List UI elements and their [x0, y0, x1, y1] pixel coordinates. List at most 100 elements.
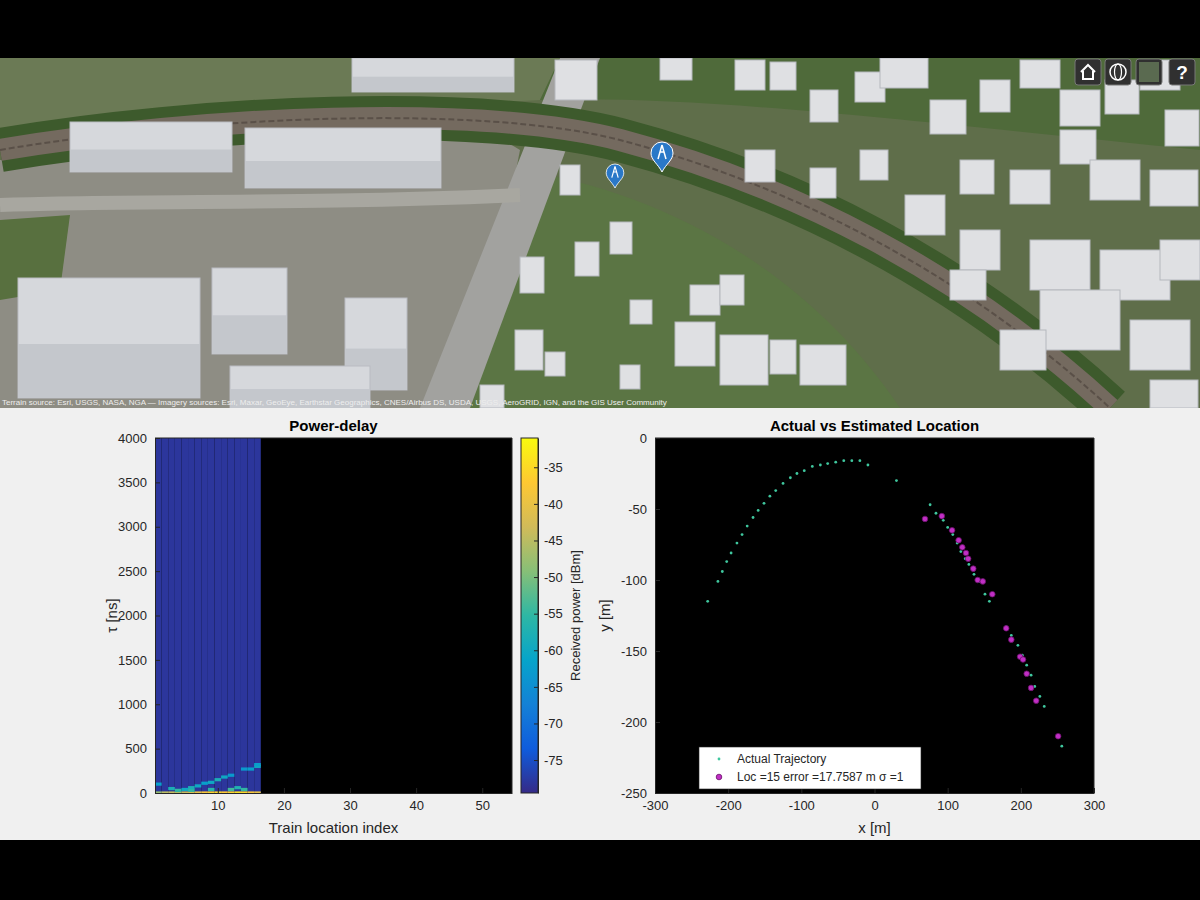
- heat-cell: [181, 791, 188, 793]
- house: [610, 222, 632, 254]
- tick-label: 20: [277, 798, 291, 813]
- basemap-icon: [1139, 62, 1159, 82]
- tick: 4000: [118, 431, 160, 446]
- floor-column: [181, 438, 188, 793]
- chart-title: Power-delay: [289, 417, 378, 434]
- point: [850, 459, 853, 462]
- house: [960, 160, 994, 194]
- tick-label: -35: [544, 460, 563, 475]
- house: [515, 330, 543, 370]
- legend-marker: [718, 758, 721, 761]
- tick: 2500: [118, 564, 160, 579]
- site-icon: [612, 166, 618, 177]
- tick-label: 2000: [118, 608, 147, 623]
- floor-column: [215, 438, 222, 793]
- house: [735, 60, 765, 90]
- point: [965, 556, 971, 562]
- house: [630, 300, 652, 324]
- tick-label: -60: [544, 643, 563, 658]
- point: [960, 545, 966, 551]
- y-axis: -250-200-150-100-500: [621, 431, 660, 801]
- house: [810, 90, 838, 122]
- building-side: [352, 77, 514, 92]
- house: [810, 168, 836, 198]
- map-button[interactable]: [1136, 59, 1162, 85]
- floor-column: [254, 438, 261, 793]
- site-icon: [658, 145, 666, 159]
- y-axis-title: y [m]: [596, 599, 613, 632]
- house: [980, 80, 1010, 112]
- point: [782, 482, 785, 485]
- map-button[interactable]: [1105, 59, 1131, 85]
- site-marker: [606, 164, 624, 188]
- building: [212, 268, 287, 354]
- tick-label: 100: [937, 798, 959, 813]
- tick-label: -40: [544, 497, 563, 512]
- x-axis: -300-200-1000100200300: [642, 788, 1105, 813]
- house: [720, 275, 744, 305]
- heat-cell: [234, 786, 241, 789]
- point: [1043, 705, 1046, 708]
- tick-mark: [155, 616, 160, 617]
- tick-label: 40: [409, 798, 423, 813]
- site-marker: [651, 142, 673, 172]
- heat-cell: [201, 782, 208, 785]
- tick: 0: [140, 786, 160, 801]
- tick-mark: [534, 504, 538, 505]
- tick-label: -250: [621, 786, 647, 801]
- house: [545, 352, 565, 376]
- building: [18, 278, 200, 398]
- help-label[interactable]: ?: [1176, 62, 1188, 83]
- tick-mark: [482, 788, 483, 793]
- map-ground: [0, 58, 1200, 408]
- point: [1025, 664, 1028, 667]
- tick-mark: [416, 788, 417, 793]
- building: [245, 128, 441, 188]
- plot-area: [655, 438, 1094, 793]
- point: [803, 469, 806, 472]
- tick-label: -200: [621, 715, 647, 730]
- help-button[interactable]: [1169, 59, 1195, 85]
- point: [922, 516, 928, 522]
- point: [967, 563, 970, 566]
- point: [988, 600, 991, 603]
- tick-label: -150: [621, 644, 647, 659]
- heat-cell: [241, 788, 248, 791]
- tick-mark: [655, 722, 660, 723]
- tick: 3000: [118, 519, 160, 534]
- point: [989, 591, 995, 597]
- point: [935, 512, 938, 515]
- tick: 30: [343, 788, 357, 813]
- point: [951, 533, 954, 536]
- point: [811, 465, 814, 468]
- tick-label: -65: [544, 680, 563, 695]
- tick-mark: [534, 760, 538, 761]
- tick-mark: [155, 749, 160, 750]
- map-button[interactable]: [1075, 59, 1101, 85]
- heat-cell: [228, 791, 235, 793]
- point: [959, 550, 962, 553]
- tick: -150: [621, 644, 660, 659]
- house: [1060, 90, 1100, 126]
- heat-cell: [208, 781, 215, 784]
- tick-label: 3000: [118, 519, 147, 534]
- tick-mark: [155, 704, 160, 705]
- heat-cell: [228, 788, 235, 791]
- floor-column: [201, 438, 208, 793]
- tick-mark: [534, 614, 538, 615]
- tick: -50: [628, 502, 660, 517]
- tick: 20: [277, 788, 291, 813]
- tick-label: 500: [125, 741, 147, 756]
- axis-line: [655, 439, 656, 794]
- house: [880, 58, 928, 88]
- point: [1020, 657, 1026, 663]
- tick-mark: [155, 527, 160, 528]
- tick: 200: [1010, 788, 1032, 813]
- point: [939, 513, 945, 519]
- floor-column: [175, 438, 182, 793]
- house: [1130, 320, 1190, 370]
- house: [950, 270, 986, 300]
- house: [660, 58, 692, 80]
- point: [1024, 671, 1030, 677]
- point: [984, 593, 987, 596]
